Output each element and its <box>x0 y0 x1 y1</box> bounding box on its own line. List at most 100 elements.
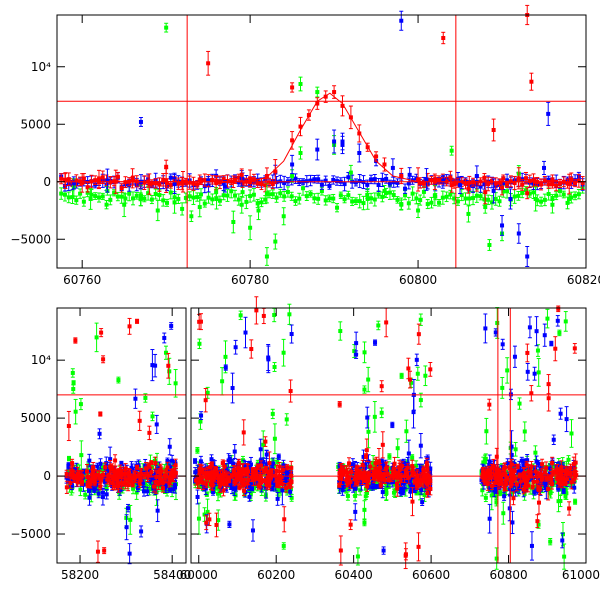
data-point-blue <box>222 184 227 189</box>
data-point-blue <box>335 179 340 184</box>
data-point-blue <box>315 147 320 152</box>
data-point-red <box>267 180 272 185</box>
data-point-red <box>323 94 328 99</box>
data-point-red <box>264 174 269 178</box>
data-point-red <box>74 178 79 183</box>
data-point-green <box>361 201 366 206</box>
data-point-green <box>386 466 391 471</box>
data-point-green <box>238 313 243 318</box>
data-point-red <box>525 191 530 196</box>
data-point-green <box>437 200 442 205</box>
data-point-green <box>482 197 487 202</box>
data-point-blue <box>119 461 124 466</box>
data-point-red <box>290 85 295 90</box>
data-point-green <box>366 429 371 434</box>
data-point-green <box>494 556 499 561</box>
data-point-green <box>376 323 381 328</box>
data-point-green <box>409 380 414 385</box>
data-point-red <box>493 181 498 186</box>
top-panel: −5000 0 5000 10⁴ 60760 60780 60800 60820 <box>10 4 600 287</box>
data-point-green <box>112 190 117 195</box>
data-point-green <box>164 25 169 30</box>
data-point-green <box>489 493 494 498</box>
data-point-blue <box>104 492 109 497</box>
data-point-blue <box>304 179 309 184</box>
plot-frame <box>56 14 587 269</box>
data-point-blue <box>157 465 162 470</box>
data-point-red <box>187 180 192 185</box>
data-point-green <box>130 196 135 201</box>
data-point-green <box>494 500 499 505</box>
data-point-green <box>183 195 188 200</box>
data-point-red <box>542 178 547 183</box>
data-point-green <box>497 199 502 204</box>
data-point-green <box>550 202 555 207</box>
data-point-green <box>563 319 568 324</box>
data-point-red <box>210 177 215 182</box>
data-point-blue <box>153 363 158 368</box>
data-point-green <box>77 469 82 474</box>
data-point-red <box>449 183 454 188</box>
data-point-blue <box>390 165 395 170</box>
data-point-blue <box>94 482 99 487</box>
data-point-blue <box>508 197 513 201</box>
data-point-red <box>382 162 387 167</box>
data-point-red <box>580 181 585 186</box>
data-point-red <box>66 177 71 182</box>
data-point-red <box>63 178 68 183</box>
data-point-blue <box>88 469 93 474</box>
data-point-blue <box>340 139 345 144</box>
data-point-green <box>210 197 215 202</box>
data-point-green <box>353 493 358 498</box>
x-tick-label: 60780 <box>231 273 269 287</box>
data-point-red <box>539 182 544 187</box>
data-point-red <box>290 138 295 143</box>
data-point-green <box>415 371 420 376</box>
data-point-green <box>569 431 574 436</box>
data-point-blue <box>168 487 173 492</box>
data-point-green <box>483 205 488 210</box>
data-point-green <box>463 196 468 201</box>
data-point-blue <box>323 178 328 183</box>
data-point-red <box>576 178 581 183</box>
data-point-blue <box>441 178 446 183</box>
data-point-red <box>418 180 423 185</box>
data-point-green <box>482 460 487 465</box>
data-point-green <box>391 192 396 197</box>
data-point-green <box>440 195 445 200</box>
data-point-green <box>239 202 244 207</box>
data-point-green <box>449 148 454 153</box>
data-point-green <box>466 211 471 216</box>
data-point-red <box>429 178 434 183</box>
data-point-green <box>180 206 185 211</box>
data-point-blue <box>372 177 377 182</box>
data-point-blue <box>357 151 362 155</box>
data-point-green <box>242 492 247 497</box>
data-point-green <box>131 486 136 491</box>
data-point-red <box>202 178 207 183</box>
data-point-red <box>81 176 86 181</box>
data-point-green <box>122 202 127 207</box>
data-point-red <box>259 182 264 187</box>
data-point-red <box>546 182 551 187</box>
data-point-green <box>432 193 437 198</box>
data-point-green <box>285 189 290 194</box>
data-point-green <box>421 189 426 194</box>
x-tick-label: 60820 <box>567 273 600 287</box>
data-point-green <box>282 194 287 199</box>
data-point-green <box>284 417 289 422</box>
data-point-green <box>404 429 409 434</box>
data-point-green <box>205 390 210 395</box>
data-point-red <box>489 178 494 183</box>
data-point-blue <box>376 182 381 187</box>
data-point-green <box>197 205 202 210</box>
data-point-green <box>573 193 578 198</box>
data-point-blue <box>105 178 110 183</box>
data-point-green <box>495 320 500 325</box>
data-point-red <box>239 172 244 177</box>
data-point-green <box>576 192 581 197</box>
data-point-blue <box>542 165 547 170</box>
data-point-green <box>489 200 494 205</box>
data-point-red <box>195 182 200 187</box>
